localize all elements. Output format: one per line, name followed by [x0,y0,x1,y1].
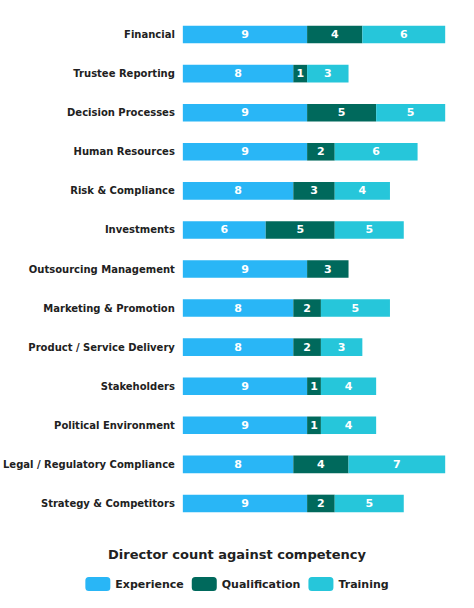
svg-text:Risk & Compliance: Risk & Compliance [70,185,175,196]
svg-text:Investments: Investments [105,224,175,235]
svg-text:2: 2 [317,145,325,158]
svg-text:3: 3 [310,184,318,197]
svg-text:5: 5 [338,106,346,119]
svg-text:9: 9 [241,263,249,276]
svg-text:Director count against compete: Director count against competency [108,547,366,562]
svg-text:Decision Processes: Decision Processes [67,107,175,118]
svg-text:5: 5 [296,223,304,236]
svg-text:8: 8 [234,67,242,80]
svg-text:3: 3 [338,341,346,354]
svg-text:2: 2 [303,302,311,315]
svg-text:Political Environment: Political Environment [54,420,175,431]
svg-text:1: 1 [310,419,318,432]
svg-text:Strategy & Competitors: Strategy & Competitors [41,498,175,509]
svg-text:5: 5 [407,106,415,119]
svg-text:Marketing & Promotion: Marketing & Promotion [43,303,175,314]
svg-text:9: 9 [241,380,249,393]
svg-text:9: 9 [241,145,249,158]
svg-text:Outsourcing Management: Outsourcing Management [29,264,175,275]
svg-text:Legal / Regulatory Compliance: Legal / Regulatory Compliance [3,459,175,470]
svg-text:5: 5 [352,302,360,315]
svg-text:4: 4 [317,458,325,471]
svg-text:Product / Service Delivery: Product / Service Delivery [28,342,175,353]
svg-text:6: 6 [372,145,380,158]
svg-text:8: 8 [234,341,242,354]
svg-text:4: 4 [345,419,353,432]
svg-text:4: 4 [331,28,339,41]
svg-text:8: 8 [234,302,242,315]
svg-text:7: 7 [393,458,401,471]
svg-text:6: 6 [220,223,228,236]
svg-text:1: 1 [296,67,304,80]
svg-text:5: 5 [365,223,373,236]
svg-text:6: 6 [400,28,408,41]
svg-text:Trustee Reporting: Trustee Reporting [73,68,174,79]
svg-text:Qualification: Qualification [222,578,301,591]
svg-text:Stakeholders: Stakeholders [101,381,175,392]
svg-text:2: 2 [303,341,311,354]
svg-text:8: 8 [234,184,242,197]
svg-text:3: 3 [324,263,332,276]
svg-text:1: 1 [310,380,318,393]
svg-text:8: 8 [234,458,242,471]
svg-text:5: 5 [365,497,373,510]
svg-text:Experience: Experience [115,578,183,591]
svg-text:Training: Training [338,578,388,591]
svg-text:9: 9 [241,419,249,432]
svg-text:3: 3 [324,67,332,80]
svg-text:9: 9 [241,106,249,119]
svg-text:9: 9 [241,497,249,510]
svg-text:Human Resources: Human Resources [74,146,175,157]
svg-text:9: 9 [241,28,249,41]
svg-text:4: 4 [359,184,367,197]
svg-text:Financial: Financial [124,29,175,40]
svg-text:2: 2 [317,497,325,510]
svg-text:4: 4 [345,380,353,393]
